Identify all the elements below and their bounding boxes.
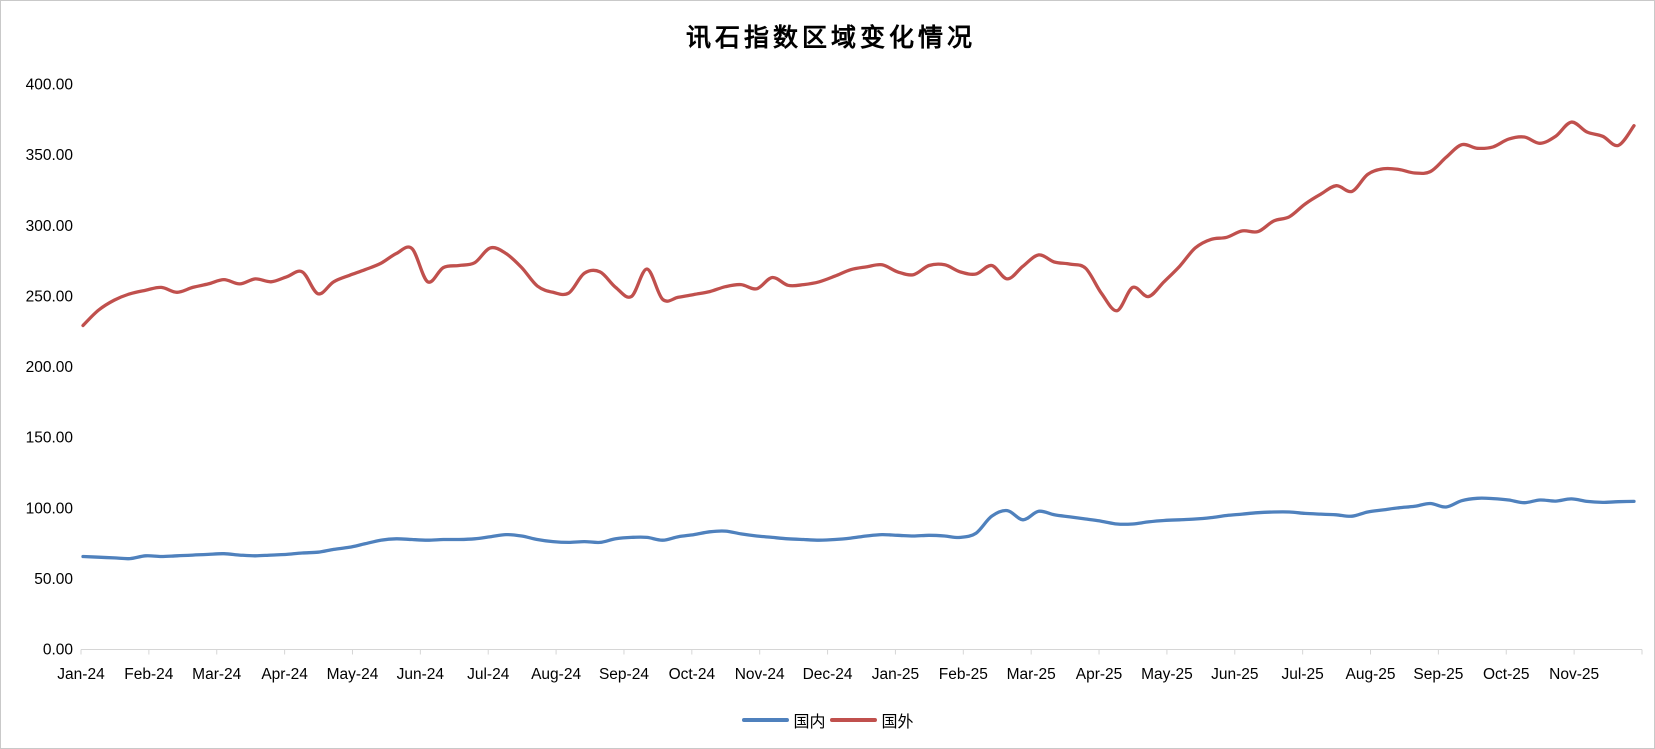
legend-swatch-foreign xyxy=(829,718,877,722)
y-axis-label: 150.00 xyxy=(26,430,74,447)
series-line-domestic[interactable] xyxy=(81,496,1636,561)
x-axis-label: Apr-24 xyxy=(261,666,308,683)
x-axis-label: Nov-25 xyxy=(1549,666,1599,683)
x-axis-label: Feb-25 xyxy=(939,666,988,683)
legend-label-foreign: 国外 xyxy=(881,714,914,731)
y-axis-label: 50.00 xyxy=(34,571,73,588)
x-axis-label: Sep-24 xyxy=(599,666,649,683)
y-axis-label: 200.00 xyxy=(26,359,74,376)
x-axis-label: Sep-25 xyxy=(1413,666,1463,683)
x-axis-label: Jul-24 xyxy=(467,666,510,683)
x-axis-label: Jun-24 xyxy=(397,666,445,683)
y-axis-label: 0.00 xyxy=(43,642,74,659)
y-axis-label: 350.00 xyxy=(26,147,74,164)
legend-swatch-domestic xyxy=(741,718,789,722)
x-axis-label: Feb-24 xyxy=(124,666,173,683)
x-axis-label: Jan-24 xyxy=(57,666,105,683)
chart-legend: 国内 国外 xyxy=(741,708,914,732)
x-axis-label: May-24 xyxy=(327,666,379,683)
series-line-foreign[interactable] xyxy=(81,120,1636,328)
x-axis-label: Jul-25 xyxy=(1282,666,1324,683)
legend-item-domestic[interactable]: 国内 xyxy=(741,708,826,732)
legend-item-foreign[interactable]: 国外 xyxy=(829,708,914,732)
x-axis-label: Aug-25 xyxy=(1346,666,1396,683)
x-axis-label: Dec-24 xyxy=(803,666,853,683)
y-axis-label: 250.00 xyxy=(26,288,74,305)
x-axis-label: Jun-25 xyxy=(1211,666,1258,683)
y-axis-label: 300.00 xyxy=(26,218,74,235)
x-axis-label: Oct-24 xyxy=(669,666,716,683)
chart-title: 讯石指数区域变化情况 xyxy=(685,23,977,52)
x-axis-label: Aug-24 xyxy=(531,666,581,683)
y-axis-label: 400.00 xyxy=(26,77,74,94)
x-axis-label: Oct-25 xyxy=(1483,666,1530,683)
x-axis-label: Mar-25 xyxy=(1007,666,1056,683)
x-axis-label: Mar-24 xyxy=(192,666,241,683)
x-axis-label: May-25 xyxy=(1141,666,1193,683)
x-axis-label: Apr-25 xyxy=(1076,666,1123,683)
x-axis-label: Jan-25 xyxy=(872,666,919,683)
y-axis-label: 100.00 xyxy=(26,500,74,517)
x-axis-label: Nov-24 xyxy=(735,666,785,683)
legend-label-domestic: 国内 xyxy=(793,714,826,731)
